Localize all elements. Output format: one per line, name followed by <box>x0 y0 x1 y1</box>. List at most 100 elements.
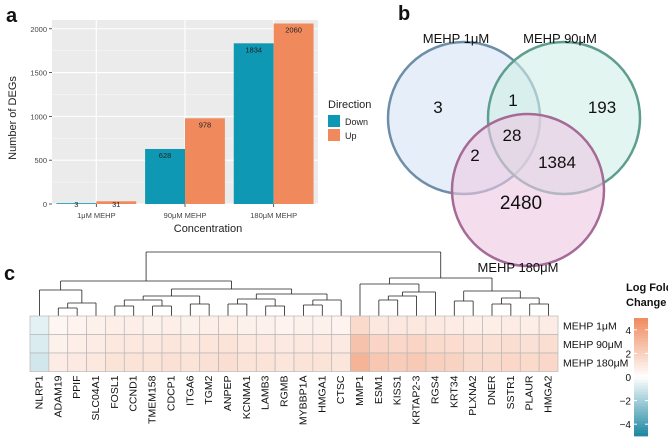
column-label: KCNMA1 <box>241 375 253 419</box>
row-label: MEHP 180μM <box>563 357 628 369</box>
bar-down <box>145 148 185 204</box>
heatmap-cell <box>218 315 238 335</box>
heatmap-cell <box>274 352 295 372</box>
venn-region-all-three: 28 <box>503 126 522 145</box>
column-label: TGM2 <box>203 375 215 404</box>
legend-color-step <box>634 391 648 396</box>
panel-label-c: c <box>4 263 15 285</box>
heatmap-cell <box>67 334 87 354</box>
color-legend: Log Fold Change 4 2 0 −2 −4 <box>620 282 668 437</box>
legend-color-step <box>634 388 648 393</box>
legend-swatch-down <box>328 115 340 127</box>
venn-region-only-180um: 2480 <box>500 193 542 214</box>
heatmap-cell <box>482 334 502 354</box>
legend-swatch-up <box>328 129 340 141</box>
y-axis-title: Number of DEGs <box>7 76 19 160</box>
column-label: HMGA1 <box>316 375 328 413</box>
heatmap-cell <box>369 315 389 335</box>
axes: 0 500 1000 1500 2000 1μM MEHP 90μM MEHP 180μM M… <box>30 25 297 220</box>
bar-marks: 3 31 628 978 1834 2060 <box>56 23 314 209</box>
legend-color-step <box>634 397 648 401</box>
heatmap-cell <box>161 315 182 335</box>
heatmap-cell <box>482 352 502 372</box>
row-label: MEHP 90μM <box>563 339 623 351</box>
venn-region-1um-180um: 2 <box>470 146 479 165</box>
y-tick-label: 1000 <box>30 112 47 121</box>
legend-color-step <box>634 318 648 322</box>
heatmap-cell <box>255 315 276 335</box>
legend-color-step <box>634 329 648 334</box>
deg-bar-chart: 3 31 628 978 1834 2060 0 500 1000 1500 2000 1μM ME… <box>7 20 371 235</box>
column-label: SLC04A1 <box>90 375 102 420</box>
legend-tick-label: 2 <box>625 349 631 360</box>
venn-region-only-90um: 193 <box>588 98 616 117</box>
heatmap-cell <box>350 334 370 354</box>
bar-value-label: 978 <box>199 120 212 129</box>
x-tick-label: 180μM MEHP <box>250 211 297 220</box>
legend-tick-label: −4 <box>620 420 632 431</box>
legend-color-step <box>634 409 648 413</box>
venn-set-label-1um: MEHP 1μM <box>423 31 490 46</box>
heatmap-cell <box>331 315 351 335</box>
heatmap-cell <box>237 334 257 354</box>
heatmap-cell <box>199 315 219 335</box>
column-label: CTSC <box>335 375 347 404</box>
legend-color-step <box>634 347 648 351</box>
heatmap-cell <box>142 334 163 354</box>
column-label: RGS4 <box>429 375 441 404</box>
venn-region-90um-180um: 1384 <box>538 153 576 172</box>
heatmap-cell <box>406 352 427 372</box>
bar-value-label: 31 <box>112 200 120 209</box>
column-label: KISS1 <box>392 375 404 405</box>
column-label: ITGA6 <box>184 375 196 406</box>
heatmap-cell <box>123 334 144 354</box>
venn-diagram: MEHP 1μM MEHP 90μM MEHP 180μM 3 193 1 28… <box>386 31 642 275</box>
heatmap-cell <box>519 352 540 372</box>
legend-label-up: Up <box>345 131 357 141</box>
heatmap-cell <box>105 352 125 372</box>
heatmap-cell <box>105 315 125 335</box>
heatmap-cell <box>218 334 238 354</box>
heatmap-cell <box>463 334 483 354</box>
heatmap-cell <box>293 334 314 354</box>
legend-color-step <box>634 335 648 340</box>
column-label: PLXNA2 <box>467 375 479 415</box>
legend-color-step <box>634 424 648 428</box>
heatmap-cell <box>369 334 389 354</box>
bar-value-label: 628 <box>159 151 172 160</box>
heatmap-cell <box>67 315 87 335</box>
y-tick-label: 500 <box>34 156 47 165</box>
heatmap-cell <box>255 352 276 372</box>
heatmap-cell <box>350 315 370 335</box>
legend-color-step <box>634 418 648 422</box>
heatmap-cell <box>519 334 540 354</box>
column-label: RGMB <box>279 376 291 408</box>
heatmap-cell <box>161 334 182 354</box>
panel-label-a: a <box>6 5 18 27</box>
heatmap-cell <box>463 352 483 372</box>
legend-color-step <box>634 359 648 363</box>
legend-color-step <box>634 371 648 375</box>
bar-down <box>233 43 274 204</box>
y-tick-label: 1500 <box>30 69 47 78</box>
bar-up <box>96 201 137 204</box>
column-label: ESM1 <box>373 375 385 404</box>
heatmap-cell <box>123 315 144 335</box>
bar-down <box>56 203 97 204</box>
column-labels: NLRP1 ADAM19 PPIF SLC04A1 FOSL1 CCND1 TMEM158 C… <box>33 375 554 425</box>
heatmap-cell <box>387 315 408 335</box>
heatmap-cell <box>48 352 69 372</box>
legend-color-step <box>634 326 648 331</box>
heatmap-cell <box>180 315 201 335</box>
heatmap-cell <box>331 334 351 354</box>
heatmap-cell <box>142 352 163 372</box>
heatmap-cell <box>86 334 106 354</box>
column-label: HMGA2 <box>543 375 555 413</box>
legend-color-bar <box>634 318 648 437</box>
legend-color-step <box>634 412 648 416</box>
heatmap-cell <box>237 352 257 372</box>
x-tick-label: 90μM MEHP <box>164 211 207 220</box>
heatmap-cell <box>538 315 559 335</box>
heatmap-cell <box>425 334 446 354</box>
